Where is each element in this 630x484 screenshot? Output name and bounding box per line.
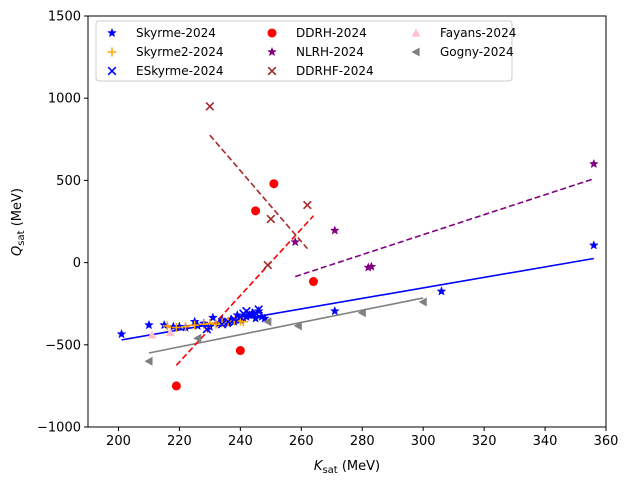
x-tick-label: 200 (106, 434, 131, 449)
point-ddrhf-2024 (266, 214, 276, 224)
point-eskyrme-2024 (223, 317, 233, 327)
point-eskyrme-2024 (202, 324, 212, 334)
x-tick-label: 320 (472, 434, 497, 449)
point-eskyrme-2024 (229, 314, 239, 324)
point-skyrme2-2024 (162, 321, 172, 331)
point-skyrme-2024 (329, 305, 340, 316)
legend-label-fayans-2024: Fayans-2024 (440, 26, 516, 40)
y-tick-label: 0 (73, 256, 81, 271)
point-eskyrme-2024 (217, 319, 227, 329)
point-ddrh-2024 (269, 179, 279, 189)
point-skyrme-2024 (588, 240, 599, 250)
y-tick-label: 500 (56, 174, 81, 189)
point-skyrme-2024 (207, 312, 218, 322)
data-markers (116, 102, 599, 391)
legend: Skyrme-2024 Skyrme2-2024 ESkyrme-2024 DDRH-… (95, 20, 516, 82)
point-skyrme2-2024 (217, 318, 227, 328)
legend-marker-ddrh-2024 (267, 28, 277, 38)
y-label-subscript: sat (16, 230, 27, 245)
x-tick-label: 340 (533, 434, 558, 449)
y-label-symbol: Q (10, 246, 25, 256)
x-tick-label: 240 (228, 434, 253, 449)
point-gogny-2024 (144, 356, 153, 366)
point-ddrh-2024 (251, 206, 261, 216)
point-skyrme2-2024 (190, 320, 200, 330)
legend-label-eskyrme-2024: ESkyrme-2024 (136, 64, 224, 78)
fit-line (175, 215, 315, 366)
plot-frame (87, 15, 607, 428)
y-axis-label: Qsat (MeV) (10, 188, 27, 256)
point-skyrme2-2024 (181, 322, 191, 332)
x-tick-label: 300 (411, 434, 436, 449)
legend-marker-skyrme-2024 (107, 27, 117, 38)
point-ddrh-2024 (308, 277, 318, 287)
fit-line (121, 257, 594, 341)
point-skyrme-2024 (143, 319, 154, 330)
point-gogny-2024 (357, 308, 366, 318)
legend-marker-ddrhf-2024 (267, 66, 277, 76)
point-skyrme2-2024 (211, 319, 221, 329)
x-tick-label: 360 (594, 434, 619, 449)
x-tick-label: 260 (289, 434, 314, 449)
y-tick-label: −500 (45, 338, 81, 353)
point-skyrme-2024 (116, 328, 127, 339)
point-nlrh-2024 (588, 158, 599, 169)
point-gogny-2024 (293, 321, 302, 331)
point-ddrhf-2024 (303, 200, 312, 210)
y-tick-label: 1500 (48, 10, 81, 25)
legend-marker-eskyrme-2024 (107, 66, 117, 76)
plot-area (88, 16, 606, 427)
y-tick-label: 1000 (48, 92, 81, 107)
point-eskyrme-2024 (254, 305, 264, 314)
x-tick-label: 220 (167, 434, 192, 449)
y-tick-label: −1000 (37, 421, 81, 436)
fit-line (148, 297, 424, 354)
fit-line (294, 177, 595, 278)
point-ddrhf-2024 (263, 260, 273, 270)
point-nlrh-2024 (290, 236, 301, 247)
legend-label-gogny-2024: Gogny-2024 (440, 45, 514, 59)
y-axis-ticks: −1000 −500 0 500 1000 1500 (37, 10, 88, 436)
point-ddrh-2024 (235, 346, 245, 356)
x-label-symbol: K (314, 459, 324, 474)
fit-line (209, 134, 308, 250)
point-fayans-2024 (165, 327, 175, 337)
point-skyrme-2024 (259, 313, 270, 323)
y-label-unit: (MeV) (10, 188, 25, 230)
point-skyrme-2024 (436, 286, 447, 296)
legend-marker-skyrme2-2024 (107, 47, 117, 57)
point-gogny-2024 (193, 333, 202, 343)
point-fayans-2024 (147, 330, 157, 339)
point-ddrhf-2024 (205, 102, 215, 111)
legend-box (95, 20, 513, 82)
point-ddrh-2024 (171, 381, 181, 391)
point-gogny-2024 (418, 297, 427, 307)
x-axis-label: Ksat (MeV) (314, 459, 380, 476)
point-skyrme2-2024 (171, 323, 181, 333)
legend-label-nlrh-2024: NLRH-2024 (296, 45, 364, 59)
x-label-subscript: sat (322, 465, 337, 476)
legend-label-ddrh-2024: DDRH-2024 (296, 26, 367, 40)
point-nlrh-2024 (366, 261, 377, 271)
legend-marker-fayans-2024 (411, 28, 421, 37)
point-nlrh-2024 (329, 225, 340, 235)
x-label-unit: (MeV) (338, 459, 380, 474)
legend-label-ddrhf-2024: DDRHF-2024 (296, 64, 374, 78)
x-axis-ticks: 200 220 240 260 280 300 320 340 360 (106, 427, 618, 449)
point-gogny-2024 (263, 317, 272, 327)
x-tick-label: 280 (350, 434, 375, 449)
legend-label-skyrme-2024: Skyrme-2024 (136, 26, 216, 40)
legend-marker-gogny-2024 (411, 47, 420, 57)
legend-label-skyrme2-2024: Skyrme2-2024 (136, 45, 224, 59)
legend-marker-nlrh-2024 (267, 46, 277, 57)
